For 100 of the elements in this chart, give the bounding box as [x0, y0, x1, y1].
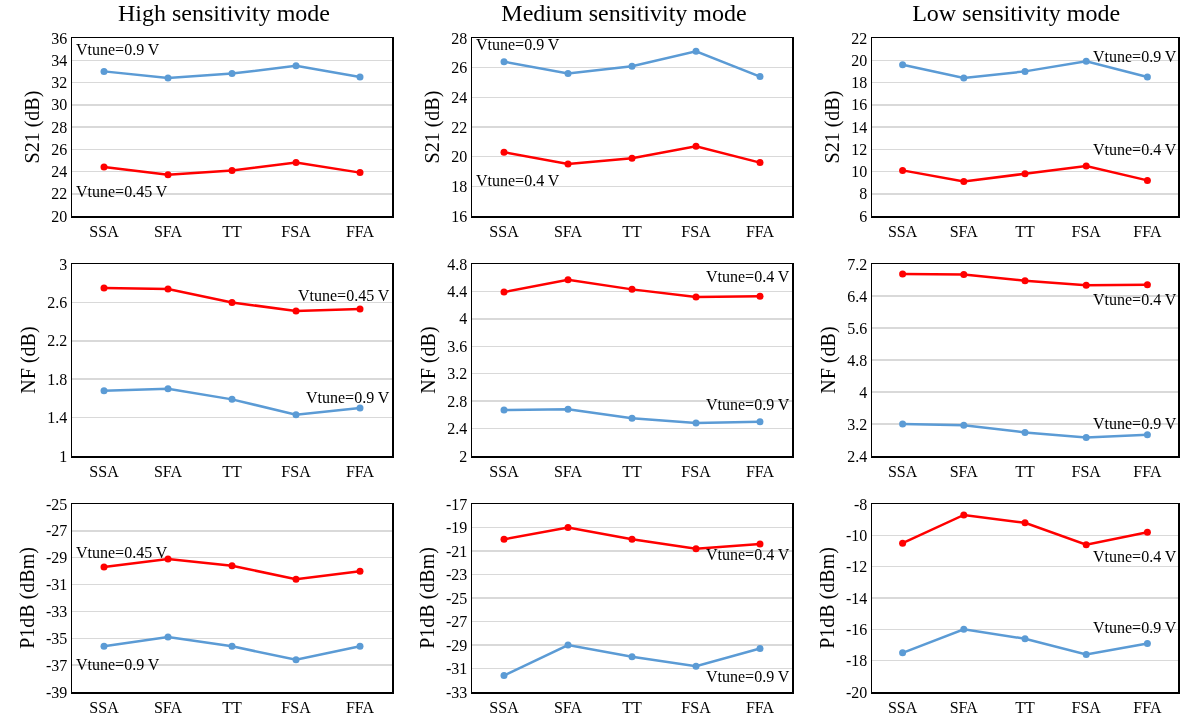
point — [564, 641, 572, 649]
point — [756, 292, 764, 300]
point — [164, 171, 172, 179]
x-tick-label: SSA — [89, 222, 120, 240]
point — [1021, 428, 1029, 436]
y-tick-label: 36 — [51, 29, 68, 47]
series-label: Vtune=0.45 V — [76, 183, 168, 200]
point — [1021, 67, 1029, 75]
point — [1082, 162, 1090, 170]
y-axis-title: NF (dB) — [817, 326, 841, 394]
y-axis-title: P1dB (dBm) — [15, 547, 39, 649]
y-tick-label: 16 — [451, 207, 468, 225]
y-tick-label: -35 — [45, 629, 68, 647]
point — [628, 535, 636, 543]
point — [960, 270, 968, 278]
point — [1143, 281, 1151, 289]
point — [628, 414, 636, 422]
point — [899, 270, 907, 278]
x-tick-label: SSA — [89, 698, 120, 716]
point — [164, 74, 172, 82]
y-tick-label: 2.6 — [47, 294, 68, 311]
y-tick-label: 26 — [451, 59, 468, 77]
x-tick-label: SFA — [153, 222, 183, 240]
x-tick-label: SSA — [489, 462, 520, 480]
y-tick-label: -14 — [845, 589, 868, 607]
x-tick-label: SFA — [553, 222, 583, 240]
y-axis-title: S21 (dB) — [21, 90, 45, 164]
x-tick-label: FSA — [681, 462, 712, 480]
y-tick-label: 2 — [459, 447, 468, 465]
point — [1082, 650, 1090, 658]
x-tick-label: FSA — [681, 222, 712, 240]
x-tick-label: TT — [1015, 698, 1035, 716]
y-tick-label: 7.2 — [847, 255, 868, 273]
point — [292, 656, 300, 664]
y-tick-label: 6 — [859, 207, 868, 225]
point — [228, 70, 236, 78]
y-axis-title: NF (dB) — [17, 326, 41, 394]
series-label: Vtune=0.45 V — [298, 287, 390, 304]
point — [356, 642, 364, 650]
x-tick-label: TT — [222, 462, 242, 480]
point — [164, 285, 172, 293]
y-tick-label: -19 — [445, 519, 468, 537]
x-tick-label: FFA — [1133, 698, 1162, 716]
y-tick-label: -27 — [445, 613, 468, 631]
y-axis-title: S21 (dB) — [421, 90, 445, 164]
series-label: Vtune=0.9 V — [306, 389, 390, 406]
y-tick-label: 1.4 — [47, 409, 68, 427]
series-label: Vtune=0.4 V — [476, 172, 560, 189]
y-tick-label: 2.4 — [447, 420, 468, 438]
point — [960, 625, 968, 633]
y-tick-label: -16 — [845, 620, 868, 638]
x-tick-label: SFA — [949, 462, 979, 480]
point — [100, 642, 108, 650]
x-tick-label: TT — [622, 222, 642, 240]
point — [500, 406, 508, 414]
y-tick-label: 26 — [51, 140, 68, 158]
point — [692, 293, 700, 301]
y-tick-label: 28 — [451, 29, 468, 47]
y-tick-label: 18 — [451, 177, 468, 195]
point — [692, 47, 700, 55]
point — [164, 385, 172, 393]
y-tick-label: -25 — [445, 589, 468, 607]
x-tick-label: SSA — [89, 462, 120, 480]
point — [292, 575, 300, 583]
y-tick-label: -23 — [445, 566, 468, 584]
y-tick-label: 22 — [851, 29, 868, 47]
y-tick-label: 1 — [59, 447, 68, 465]
x-tick-label: TT — [1015, 462, 1035, 480]
y-tick-label: -29 — [445, 636, 468, 654]
x-tick-label: FSA — [281, 698, 312, 716]
y-tick-label: 6.4 — [847, 287, 868, 305]
point — [1082, 281, 1090, 289]
y-tick-label: -17 — [445, 495, 468, 513]
series-label: Vtune=0.9 V — [1093, 415, 1177, 432]
x-tick-label: SFA — [153, 462, 183, 480]
point — [564, 276, 572, 284]
y-tick-label: 10 — [851, 163, 868, 181]
point — [960, 421, 968, 429]
point — [500, 58, 508, 66]
point — [292, 62, 300, 70]
x-tick-label: FFA — [745, 698, 775, 716]
series-label: Vtune=0.4 V — [1093, 291, 1177, 308]
x-tick-label: TT — [1015, 222, 1035, 240]
x-tick-label: FSA — [1071, 462, 1102, 480]
point — [756, 73, 764, 81]
y-tick-label: -31 — [45, 576, 68, 594]
y-tick-label: 20 — [51, 207, 68, 225]
y-axis-title: P1dB (dBm) — [815, 547, 839, 649]
x-tick-label: SFA — [553, 462, 583, 480]
point — [1143, 176, 1151, 184]
point — [899, 420, 907, 428]
y-tick-label: -25 — [45, 495, 68, 513]
chart-title: High sensitivity mode — [118, 0, 330, 26]
x-tick-label: SFA — [153, 698, 183, 716]
x-tick-label: FFA — [745, 462, 775, 480]
point — [1143, 528, 1151, 536]
y-tick-label: 22 — [51, 185, 68, 203]
y-tick-label: -33 — [45, 603, 68, 621]
x-tick-label: TT — [622, 698, 642, 716]
point — [756, 645, 764, 653]
